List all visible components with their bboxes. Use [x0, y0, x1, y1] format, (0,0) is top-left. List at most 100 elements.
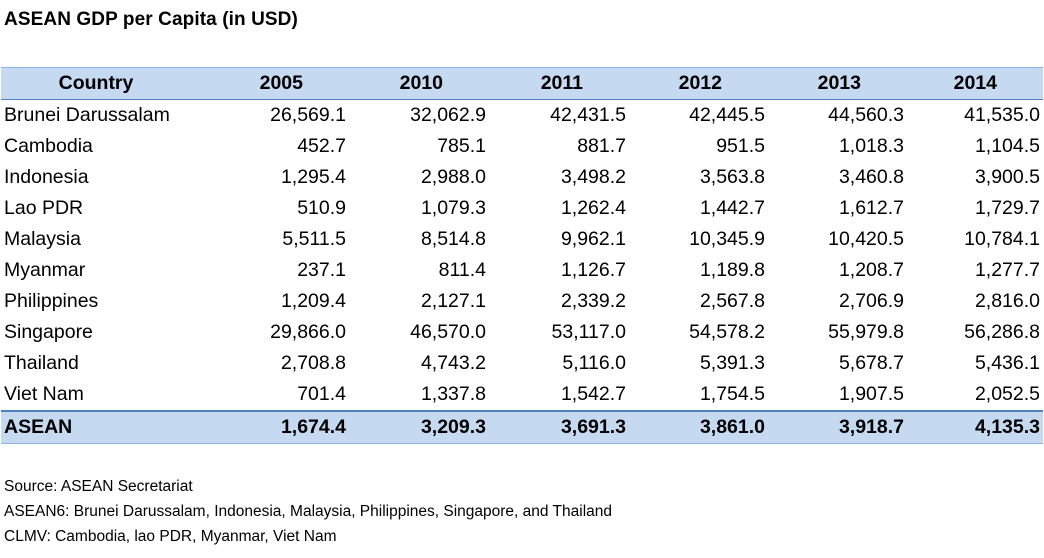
country-cell: Cambodia — [4, 135, 93, 157]
value-cell: 3,900.5 — [974, 166, 1040, 188]
value-cell: 10,420.5 — [828, 228, 904, 250]
country-cell: Singapore — [4, 321, 93, 343]
value-cell: 237.1 — [297, 259, 346, 281]
value-cell: 9,962.1 — [560, 228, 626, 250]
country-cell: Brunei Darussalam — [4, 104, 170, 126]
column-header-year: 2010 — [349, 67, 489, 100]
column-header-year: 2014 — [907, 67, 1043, 100]
value-cell: 1,295.4 — [280, 166, 346, 188]
value-cell: 510.9 — [297, 197, 346, 219]
country-cell: Myanmar — [4, 259, 86, 281]
country-cell: Philippines — [4, 290, 99, 312]
value-cell: 1,209.4 — [280, 290, 346, 312]
country-cell: Viet Nam — [4, 383, 84, 405]
value-cell: 8,514.8 — [420, 228, 486, 250]
value-cell: 46,570.0 — [410, 321, 486, 343]
value-cell: 2,988.0 — [420, 166, 486, 188]
column-header-year: 2012 — [629, 67, 768, 100]
value-cell: 1,018.3 — [838, 135, 904, 157]
table-body: Brunei Darussalam 26,569.1 32,062.9 42,431.… — [1, 100, 1043, 412]
table-row: Malaysia 5,511.5 8,514.8 9,962.1 10,345.9 10,… — [1, 224, 1043, 255]
value-cell: 2,127.1 — [420, 290, 486, 312]
value-cell: 42,445.5 — [689, 104, 765, 126]
value-cell: 32,062.9 — [410, 104, 486, 126]
value-cell: 2,816.0 — [974, 290, 1040, 312]
value-cell: 1,729.7 — [974, 197, 1040, 219]
value-cell: 2,339.2 — [560, 290, 626, 312]
value-cell: 3,460.8 — [838, 166, 904, 188]
value-cell: 41,535.0 — [964, 104, 1040, 126]
value-cell: 56,286.8 — [964, 321, 1040, 343]
value-cell: 1,079.3 — [420, 197, 486, 219]
country-cell: Lao PDR — [4, 197, 84, 219]
source-note: Source: ASEAN Secretariat — [4, 478, 193, 495]
value-cell: 1,262.4 — [560, 197, 626, 219]
column-header-country: Country — [1, 67, 191, 100]
country-cell: Malaysia — [4, 228, 81, 250]
total-cell: 3,209.3 — [349, 410, 489, 444]
table-title: ASEAN GDP per Capita (in USD) — [4, 9, 298, 30]
value-cell: 5,436.1 — [974, 352, 1040, 374]
value-cell: 3,498.2 — [560, 166, 626, 188]
country-cell: Thailand — [4, 352, 79, 374]
country-cell: Indonesia — [4, 166, 89, 188]
value-cell: 452.7 — [297, 135, 346, 157]
total-cell: 3,918.7 — [768, 410, 907, 444]
value-cell: 811.4 — [438, 259, 486, 281]
table-row: Cambodia 452.7 785.1 881.7 951.5 1,018.3 1,104… — [1, 131, 1043, 162]
total-row-label: ASEAN — [1, 410, 191, 444]
table-row: Indonesia 1,295.4 2,988.0 3,498.2 3,563.8 3,4… — [1, 162, 1043, 193]
value-cell: 29,866.0 — [270, 321, 346, 343]
value-cell: 26,569.1 — [270, 104, 346, 126]
header-row: Country 2005 2010 2011 2012 2013 2014 — [1, 67, 1043, 100]
value-cell: 5,678.7 — [838, 352, 904, 374]
value-cell: 2,708.8 — [280, 352, 346, 374]
table-row: Myanmar 237.1 811.4 1,126.7 1,189.8 1,208.7 1,… — [1, 255, 1043, 286]
value-cell: 881.7 — [577, 135, 626, 157]
total-row: ASEAN 1,674.4 3,209.3 3,691.3 3,861.0 3,… — [1, 410, 1043, 444]
value-cell: 1,126.7 — [560, 259, 626, 281]
table-row: Viet Nam 701.4 1,337.8 1,542.7 1,754.5 1,907.… — [1, 379, 1043, 411]
value-cell: 10,784.1 — [964, 228, 1040, 250]
table-row: Singapore 29,866.0 46,570.0 53,117.0 54,578.… — [1, 317, 1043, 348]
value-cell: 1,277.7 — [974, 259, 1040, 281]
total-cell: 4,135.3 — [907, 410, 1043, 444]
value-cell: 785.1 — [437, 135, 486, 157]
asean6-note: ASEAN6: Brunei Darussalam, Indonesia, Ma… — [4, 503, 613, 520]
column-header-year: 2013 — [768, 67, 907, 100]
table-row: Brunei Darussalam 26,569.1 32,062.9 42,431.… — [1, 100, 1043, 132]
value-cell: 1,104.5 — [974, 135, 1040, 157]
value-cell: 54,578.2 — [689, 321, 765, 343]
value-cell: 1,442.7 — [699, 197, 765, 219]
clmv-note: CLMV: Cambodia, lao PDR, Myanmar, Viet N… — [4, 528, 337, 545]
total-cell: 1,674.4 — [191, 410, 349, 444]
value-cell: 701.4 — [297, 383, 346, 405]
value-cell: 1,907.5 — [838, 383, 904, 405]
value-cell: 3,563.8 — [699, 166, 765, 188]
value-cell: 1,542.7 — [560, 383, 626, 405]
table-row: Lao PDR 510.9 1,079.3 1,262.4 1,442.7 1,612.7… — [1, 193, 1043, 224]
column-header-year: 2011 — [489, 67, 629, 100]
value-cell: 42,431.5 — [550, 104, 626, 126]
value-cell: 5,511.5 — [282, 228, 346, 250]
value-cell: 53,117.0 — [551, 321, 626, 343]
table-row: Thailand 2,708.8 4,743.2 5,116.0 5,391.3 5,67… — [1, 348, 1043, 379]
column-header-year: 2005 — [191, 67, 349, 100]
total-cell: 3,691.3 — [489, 410, 629, 444]
value-cell: 1,189.8 — [699, 259, 765, 281]
value-cell: 2,706.9 — [838, 290, 904, 312]
value-cell: 951.5 — [716, 135, 765, 157]
value-cell: 10,345.9 — [689, 228, 765, 250]
value-cell: 2,567.8 — [699, 290, 765, 312]
value-cell: 1,612.7 — [838, 197, 904, 219]
value-cell: 1,208.7 — [838, 259, 904, 281]
value-cell: 5,391.3 — [699, 352, 765, 374]
value-cell: 44,560.3 — [828, 104, 904, 126]
gdp-per-capita-table: Country 2005 2010 2011 2012 2013 2014 Br… — [1, 67, 1043, 444]
table-row: Philippines 1,209.4 2,127.1 2,339.2 2,567.8 2… — [1, 286, 1043, 317]
value-cell: 1,754.5 — [699, 383, 765, 405]
value-cell: 2,052.5 — [974, 383, 1040, 405]
value-cell: 55,979.8 — [828, 321, 904, 343]
value-cell: 4,743.2 — [420, 352, 486, 374]
value-cell: 5,116.0 — [562, 352, 626, 374]
